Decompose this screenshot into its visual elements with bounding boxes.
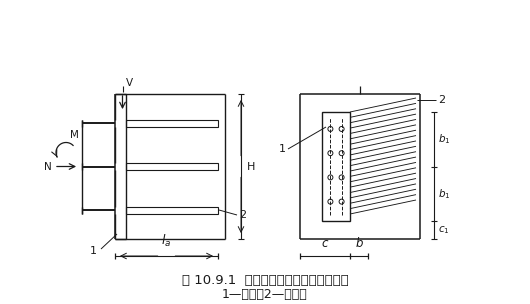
Text: 1: 1 bbox=[279, 144, 286, 154]
Text: $c$: $c$ bbox=[321, 237, 329, 250]
Text: $c_1$: $c_1$ bbox=[438, 224, 449, 236]
Text: 1—锶板；2—直锶筋: 1—锶板；2—直锶筋 bbox=[222, 288, 308, 302]
Text: H: H bbox=[247, 161, 255, 171]
Text: 图 10.9.1  由锶板和直锶筋组成的预埋件: 图 10.9.1 由锶板和直锶筋组成的预埋件 bbox=[182, 275, 348, 288]
Bar bbox=[322, 112, 350, 221]
Bar bbox=[126, 119, 218, 126]
Text: V: V bbox=[126, 78, 132, 88]
Text: $l_a$: $l_a$ bbox=[161, 233, 172, 249]
Text: 2: 2 bbox=[438, 95, 445, 105]
Text: 1: 1 bbox=[90, 246, 96, 256]
Text: $b_1$: $b_1$ bbox=[438, 187, 450, 201]
Text: $b_1$: $b_1$ bbox=[438, 132, 450, 146]
Bar bbox=[126, 206, 218, 213]
Text: N: N bbox=[44, 161, 52, 171]
Text: $b$: $b$ bbox=[355, 236, 364, 250]
Text: M: M bbox=[70, 130, 79, 140]
Text: 2: 2 bbox=[239, 210, 246, 220]
Bar bbox=[126, 163, 218, 170]
